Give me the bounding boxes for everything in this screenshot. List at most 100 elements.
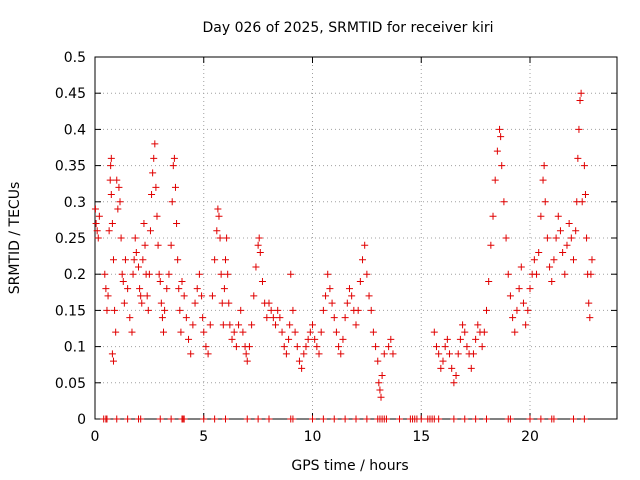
zero-data-point: [550, 415, 558, 423]
data-point: [446, 350, 454, 358]
data-point: [472, 335, 480, 343]
data-point: [143, 292, 151, 300]
y-tick-label: 0.4: [64, 122, 86, 138]
data-point: [437, 364, 445, 372]
data-point: [131, 234, 139, 242]
data-point: [158, 314, 166, 322]
data-point: [522, 321, 530, 329]
data-point: [114, 205, 122, 213]
data-point: [219, 321, 227, 329]
data-point: [541, 198, 549, 206]
zero-data-point: [580, 415, 588, 423]
data-point: [439, 357, 447, 365]
data-point: [117, 234, 125, 242]
data-point: [152, 183, 160, 191]
data-point: [200, 328, 208, 336]
zero-data-point: [265, 415, 273, 423]
data-point: [378, 372, 386, 380]
data-point: [137, 292, 145, 300]
data-point: [554, 212, 562, 220]
data-point: [580, 162, 588, 170]
zero-data-point: [137, 415, 145, 423]
data-point: [339, 335, 347, 343]
data-point: [174, 256, 182, 264]
zero-data-point: [483, 415, 490, 423]
zero-data-point: [180, 415, 188, 423]
data-point: [341, 314, 349, 322]
data-point: [313, 343, 321, 351]
data-point: [250, 292, 258, 300]
data-point: [432, 343, 440, 351]
axis-ticks: 0 0.05 0.1 0.15 0.2 0.25 0.3 0.35 0.4 0.45 0.5 0 5 10…: [55, 50, 617, 445]
data-point: [93, 227, 101, 235]
data-point: [193, 285, 201, 293]
data-point: [121, 256, 129, 264]
data-point: [177, 328, 185, 336]
data-point: [198, 292, 206, 300]
data-point: [335, 343, 343, 351]
data-point: [112, 328, 120, 336]
data-point: [274, 306, 282, 314]
x-tick-label: 15: [412, 429, 430, 445]
data-point: [585, 299, 593, 307]
data-point: [498, 162, 506, 170]
data-point: [254, 241, 262, 249]
data-point: [109, 256, 117, 264]
data-point: [572, 227, 580, 235]
data-point: [252, 263, 260, 271]
data-point: [185, 335, 193, 343]
data-point: [116, 198, 124, 206]
data-point: [363, 270, 371, 278]
data-point: [374, 357, 382, 365]
zero-data-point: [289, 415, 297, 423]
data-point: [215, 212, 223, 220]
data-point: [302, 343, 310, 351]
data-point: [129, 270, 137, 278]
data-point: [485, 277, 493, 285]
zero-data-point: [330, 415, 338, 423]
y-tick-label: 0.3: [64, 195, 86, 211]
zero-data-point: [167, 415, 175, 423]
data-point: [255, 234, 263, 242]
data-point: [330, 314, 338, 322]
data-point: [272, 321, 280, 329]
zero-data-point: [103, 415, 111, 423]
data-point: [565, 220, 573, 228]
data-point: [108, 350, 116, 358]
zero-data-point: [156, 415, 164, 423]
data-point: [375, 379, 383, 387]
data-point: [291, 328, 299, 336]
data-point: [214, 205, 222, 213]
data-point: [119, 277, 127, 285]
data-point: [513, 306, 521, 314]
data-point: [556, 227, 564, 235]
data-point: [491, 176, 499, 184]
data-point: [496, 125, 504, 133]
data-point: [586, 314, 594, 322]
zero-data-point: [382, 415, 390, 423]
data-point: [570, 256, 577, 264]
data-point: [263, 314, 271, 322]
zero-data-point: [211, 415, 219, 423]
data-point: [328, 299, 336, 307]
data-point: [213, 227, 221, 235]
data-point: [504, 270, 512, 278]
data-point: [519, 299, 527, 307]
data-point: [326, 285, 334, 293]
y-axis-label: SRMTID / TECUs: [7, 182, 23, 295]
data-point: [168, 198, 176, 206]
data-point: [269, 314, 277, 322]
data-point: [359, 256, 367, 264]
zero-data-point: [472, 415, 480, 423]
data-point: [157, 299, 165, 307]
data-point: [169, 162, 177, 170]
data-point: [459, 321, 467, 329]
data-point: [526, 285, 534, 293]
data-point: [165, 270, 173, 278]
data-point: [113, 176, 121, 184]
data-point: [136, 285, 144, 293]
data-points: [91, 89, 596, 423]
data-point: [189, 321, 197, 329]
x-tick-label: 0: [91, 429, 100, 445]
